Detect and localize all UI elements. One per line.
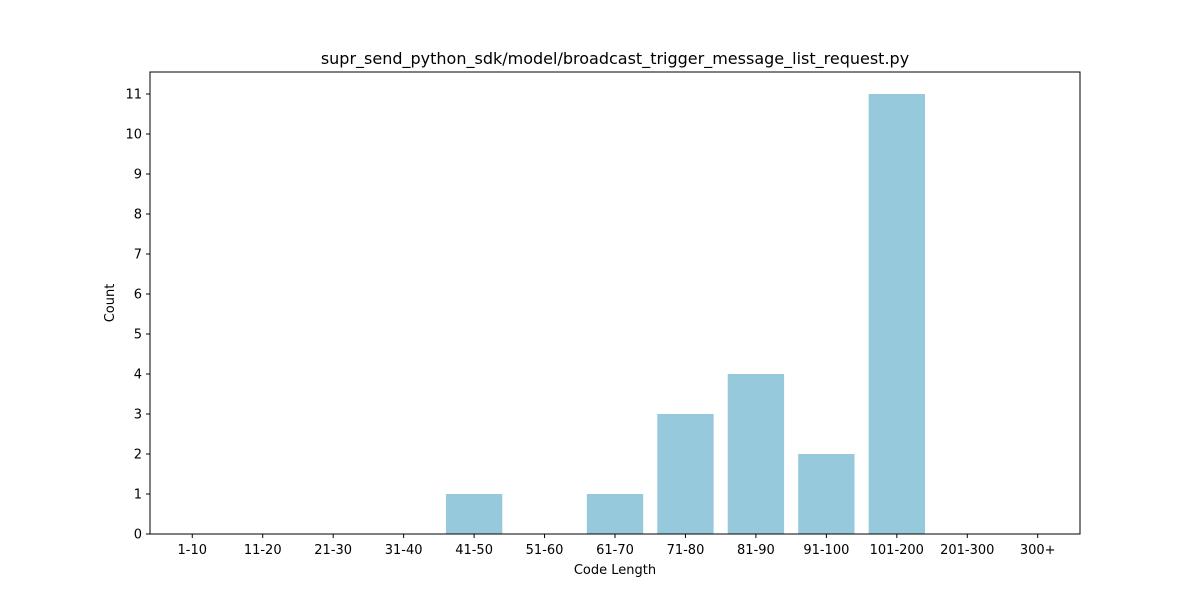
y-tick-label: 8 xyxy=(134,208,142,223)
bars-group xyxy=(445,94,925,534)
plot-frame xyxy=(149,71,1081,535)
x-tick-label: 101-200 xyxy=(870,543,924,558)
chart-title: supr_send_python_sdk/model/broadcast_tri… xyxy=(321,49,909,69)
y-tick-label: 2 xyxy=(134,448,142,463)
y-tick-label: 3 xyxy=(134,408,142,423)
y-tick-label: 11 xyxy=(125,88,142,103)
y-tick-label: 5 xyxy=(134,328,142,343)
x-tick-label: 1-10 xyxy=(178,543,208,558)
x-tick-label: 61-70 xyxy=(596,543,634,558)
y-tick-label: 7 xyxy=(134,248,142,263)
bar-91-100 xyxy=(798,454,855,534)
x-tick-label: 300+ xyxy=(1020,543,1056,558)
y-axis-label: Count xyxy=(103,284,118,323)
y-tick-label: 1 xyxy=(134,488,142,503)
x-tick-label: 41-50 xyxy=(455,543,493,558)
bar-101-200 xyxy=(868,94,925,534)
x-tick-label: 81-90 xyxy=(737,543,775,558)
y-axis-ticks: 0 1 2 3 4 5 6 7 8 9 10 11 xyxy=(125,88,150,543)
y-tick-label: 4 xyxy=(134,368,142,383)
x-tick-label: 201-300 xyxy=(940,543,994,558)
bar-71-80 xyxy=(657,414,714,534)
bar-41-50 xyxy=(445,494,503,534)
x-tick-label: 91-100 xyxy=(803,543,849,558)
x-tick-label: 31-40 xyxy=(385,543,423,558)
y-tick-label: 6 xyxy=(134,288,142,303)
x-axis-ticks: 1-10 11-20 21-30 31-40 41-50 51-60 61-70 71-80 8… xyxy=(178,534,1056,558)
x-tick-label: 21-30 xyxy=(314,543,352,558)
x-tick-label: 11-20 xyxy=(244,543,282,558)
y-tick-label: 9 xyxy=(134,168,142,183)
x-tick-label: 71-80 xyxy=(667,543,705,558)
y-tick-label: 0 xyxy=(134,528,142,543)
x-tick-label: 51-60 xyxy=(526,543,564,558)
y-tick-label: 10 xyxy=(125,128,142,143)
x-axis-label: Code Length xyxy=(574,563,656,578)
bar-61-70 xyxy=(586,494,644,534)
bar-81-90 xyxy=(727,374,785,534)
